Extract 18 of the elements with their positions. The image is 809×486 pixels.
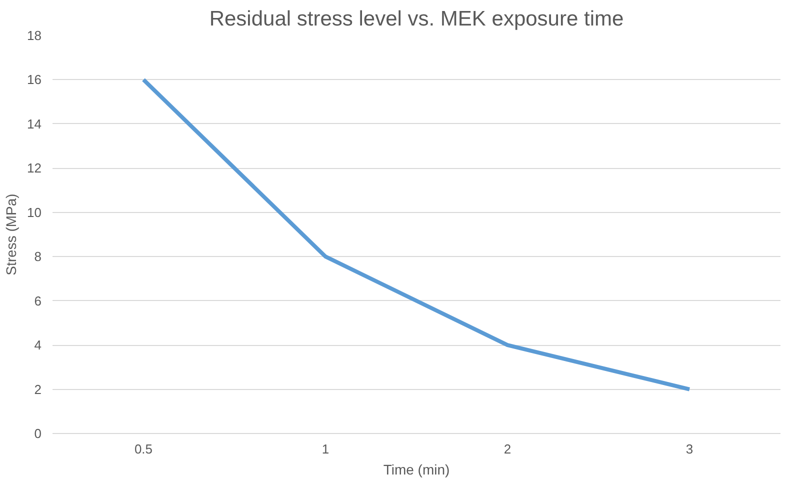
y-tick-label: 10 bbox=[27, 204, 42, 220]
y-tick-label: 8 bbox=[34, 249, 42, 264]
y-tick-label: 6 bbox=[34, 293, 42, 308]
x-tick-label: 0.5 bbox=[134, 442, 153, 456]
y-axis-title: Stress (MPa) bbox=[3, 194, 20, 276]
x-tick-label: 3 bbox=[686, 442, 694, 456]
y-tick-label: 4 bbox=[34, 338, 42, 353]
y-tick-label: 14 bbox=[27, 116, 42, 132]
x-axis-title: Time (min) bbox=[383, 462, 450, 478]
x-tick-label: 2 bbox=[504, 442, 512, 456]
line-series bbox=[142, 78, 692, 392]
y-tick-label: 0 bbox=[34, 426, 42, 441]
y-tick-label: 2 bbox=[34, 382, 42, 397]
y-tick-label: 18 bbox=[27, 28, 42, 43]
y-tick-label: 16 bbox=[27, 72, 42, 88]
chart-title: Residual stress level vs. MEK exposure time bbox=[209, 8, 624, 30]
x-tick-label: 1 bbox=[322, 442, 330, 456]
y-tick-label: 12 bbox=[27, 160, 42, 176]
